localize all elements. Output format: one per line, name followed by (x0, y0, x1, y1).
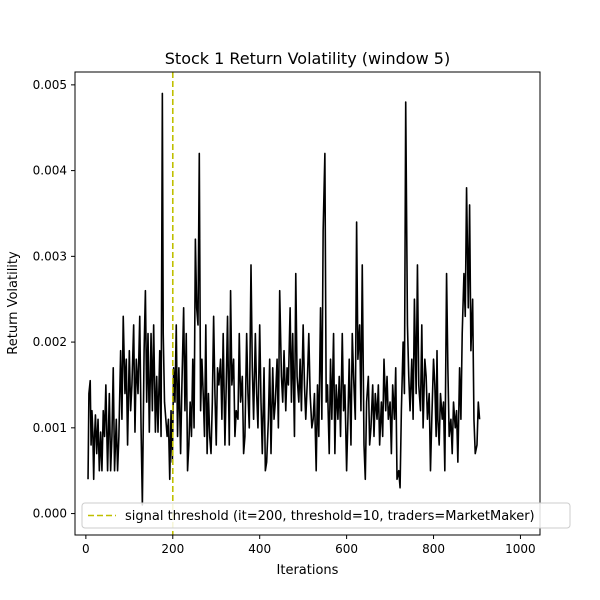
y-tick-label: 0.001 (33, 421, 67, 435)
y-tick-label: 0.002 (33, 335, 67, 349)
legend-label: signal threshold (it=200, threshold=10, … (125, 509, 535, 524)
x-tick-label: 200 (161, 542, 184, 556)
chart-title: Stock 1 Return Volatility (window 5) (165, 49, 450, 68)
y-tick-label: 0.003 (33, 249, 67, 263)
y-tick-label: 0.000 (33, 507, 67, 521)
x-tick-label: 1000 (505, 542, 536, 556)
y-tick-label: 0.005 (33, 78, 67, 92)
x-tick-label: 800 (422, 542, 445, 556)
x-tick-label: 400 (248, 542, 271, 556)
legend-box (81, 502, 571, 529)
series-line-1 (87, 92, 481, 506)
axes-frame (74, 71, 541, 536)
y-tick-label: 0.004 (33, 164, 67, 178)
x-tick-label: 600 (335, 542, 358, 556)
legend: signal threshold (it=200, threshold=10, … (81, 502, 571, 529)
y-axis-label: Return Volatility (6, 251, 21, 355)
x-axis-label: Iterations (277, 563, 339, 578)
plot-area: 0 200 400 600 800 1000 0.000 0.001 0.002 0.003 0.0… (33, 71, 571, 556)
x-tick-label: 0 (82, 542, 90, 556)
